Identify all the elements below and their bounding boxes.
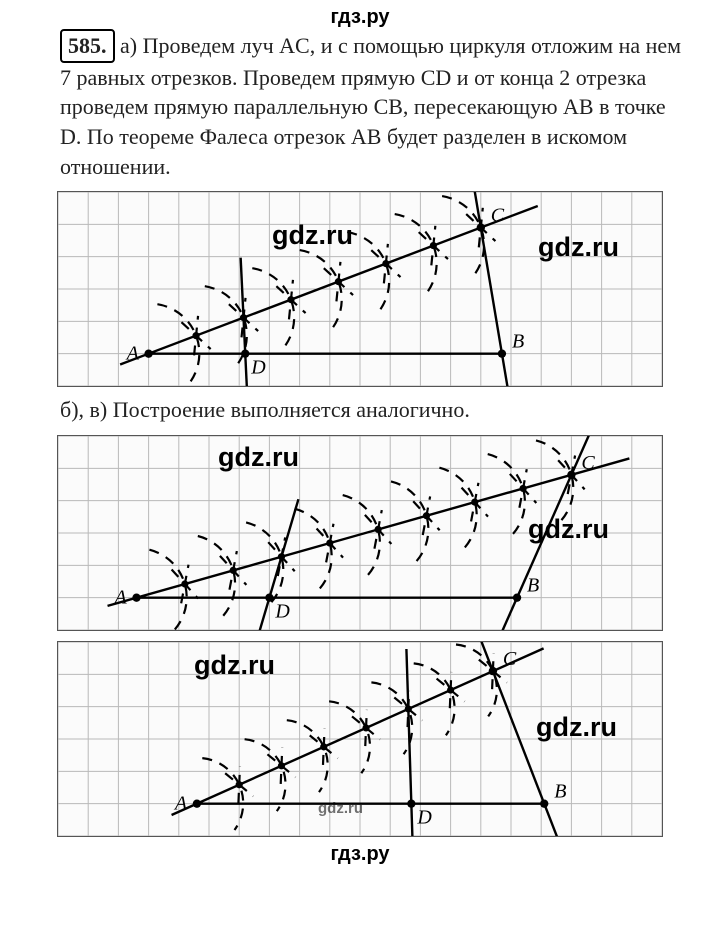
figure-b: ABCDgdz.rugdz.ru [57,435,663,631]
part-b-body: Построение выполняется аналогично. [113,397,470,422]
svg-text:A: A [113,587,128,609]
svg-text:D: D [274,601,290,623]
svg-text:D: D [250,357,266,379]
svg-text:A: A [125,343,140,365]
svg-text:B: B [512,331,524,353]
problem-text-a: 585. а) Проведем луч AC, и с помощью цир… [0,29,720,181]
svg-text:C: C [581,452,595,474]
problem-number: 585. [60,29,115,63]
problem-text-b: б), в) Построение выполняется аналогично… [0,393,720,425]
figure-svg: A B C D [58,436,662,630]
figure-svg: A B C D [58,642,662,836]
svg-text:B: B [554,781,566,803]
site-header: гдз.ру [0,6,720,29]
svg-text:C: C [503,649,517,671]
svg-text:C: C [491,205,505,227]
svg-text:A: A [173,793,188,815]
svg-text:B: B [527,575,539,597]
figure-a: ABCDgdz.rugdz.ru [57,191,663,387]
site-footer: гдз.ру [0,843,720,866]
page: гдз.ру 585. а) Проведем луч AC, и с помо… [0,0,720,876]
part-a-body: Проведем луч AC, и с помощью циркуля отл… [60,33,681,179]
figure-c: ABCDgdz.rugdz.rugdz.ru [57,641,663,837]
svg-text:D: D [416,807,432,829]
figure-svg: A B C D [58,192,662,386]
part-b-label: б), в) [60,397,107,422]
part-a-label: а) [120,33,137,58]
